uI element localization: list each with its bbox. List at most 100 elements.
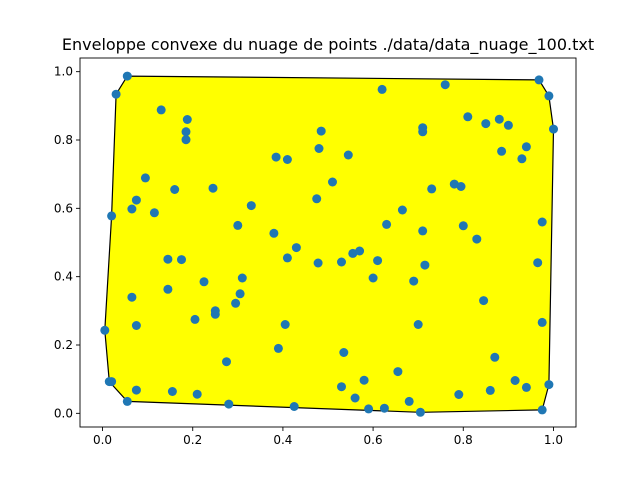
data-point <box>127 204 137 214</box>
data-point <box>328 177 337 187</box>
data-point <box>418 226 428 236</box>
data-point <box>393 367 403 377</box>
data-point <box>339 348 349 357</box>
data-point <box>163 254 173 264</box>
data-point <box>420 260 430 270</box>
data-point <box>122 71 132 81</box>
data-point <box>418 127 428 137</box>
data-point <box>235 289 245 299</box>
data-point <box>503 120 513 130</box>
data-point <box>233 220 243 230</box>
data-point <box>192 389 202 399</box>
data-point <box>140 173 150 183</box>
data-point <box>359 375 369 385</box>
data-point <box>170 185 180 194</box>
data-point <box>413 320 423 329</box>
data-point <box>181 127 191 137</box>
data-point <box>100 325 110 335</box>
x-tick-label: 0.0 <box>93 433 112 447</box>
data-point <box>521 382 531 392</box>
data-point <box>534 75 544 85</box>
data-point <box>415 407 425 417</box>
data-point <box>337 257 346 267</box>
data-point <box>377 84 387 94</box>
data-point <box>107 377 117 387</box>
data-point <box>111 89 121 99</box>
data-point <box>427 184 437 194</box>
data-point <box>355 246 365 256</box>
data-point <box>537 217 547 227</box>
data-point <box>350 393 360 403</box>
y-tick-label: 0.0 <box>54 406 73 420</box>
y-tick-label: 0.2 <box>54 338 73 352</box>
data-point <box>544 380 554 390</box>
data-point <box>409 276 419 286</box>
data-point <box>280 320 290 329</box>
data-point <box>490 352 500 362</box>
data-point <box>231 298 241 308</box>
data-point <box>379 403 389 413</box>
data-point <box>316 126 326 136</box>
y-tick-label: 0.4 <box>54 270 73 284</box>
data-point <box>122 396 132 406</box>
data-point <box>456 182 466 191</box>
data-point <box>497 146 507 156</box>
data-point <box>544 91 554 101</box>
data-point <box>373 256 383 266</box>
data-point <box>382 219 392 229</box>
data-point <box>337 382 346 392</box>
data-point <box>271 152 281 162</box>
axes-frame <box>79 57 577 428</box>
data-point <box>472 234 482 244</box>
data-point <box>533 258 543 268</box>
data-point <box>163 284 173 294</box>
data-point <box>289 402 299 411</box>
data-point <box>291 243 301 253</box>
data-point <box>224 399 234 409</box>
data-point <box>131 195 141 205</box>
data-point <box>199 277 209 287</box>
data-point <box>273 343 283 353</box>
data-point <box>481 119 491 129</box>
data-point <box>210 309 220 319</box>
data-point <box>127 292 137 302</box>
data-point <box>246 201 256 211</box>
data-point <box>131 321 141 330</box>
data-point <box>549 124 558 134</box>
data-point <box>190 314 200 324</box>
data-point <box>167 387 177 396</box>
y-tick-label: 0.6 <box>54 201 73 215</box>
data-point <box>537 405 547 415</box>
data-point <box>510 376 520 385</box>
data-point <box>312 194 322 204</box>
data-point <box>149 208 159 218</box>
x-tick-label: 0.2 <box>183 433 202 447</box>
x-tick-label: 0.8 <box>454 433 473 447</box>
data-point <box>182 115 192 124</box>
data-point <box>479 296 489 306</box>
data-point <box>458 221 468 231</box>
data-point <box>282 155 292 164</box>
data-point <box>517 154 527 164</box>
data-point <box>282 253 292 263</box>
data-point <box>313 258 323 268</box>
data-point <box>314 144 324 153</box>
data-point <box>494 114 504 124</box>
y-tick-label: 1.0 <box>54 65 73 79</box>
data-point <box>454 390 464 399</box>
x-tick-label: 1.0 <box>544 433 563 447</box>
data-point <box>269 228 279 238</box>
data-point <box>156 105 166 115</box>
y-tick-label: 0.8 <box>54 133 73 147</box>
data-point <box>368 273 378 283</box>
data-point <box>521 142 531 152</box>
x-tick-label: 0.4 <box>273 433 292 447</box>
data-point <box>404 396 414 406</box>
data-point <box>181 135 191 145</box>
data-point <box>107 211 117 221</box>
data-point <box>485 385 495 395</box>
data-point <box>364 404 374 414</box>
data-point <box>208 183 218 193</box>
data-point <box>222 357 231 367</box>
